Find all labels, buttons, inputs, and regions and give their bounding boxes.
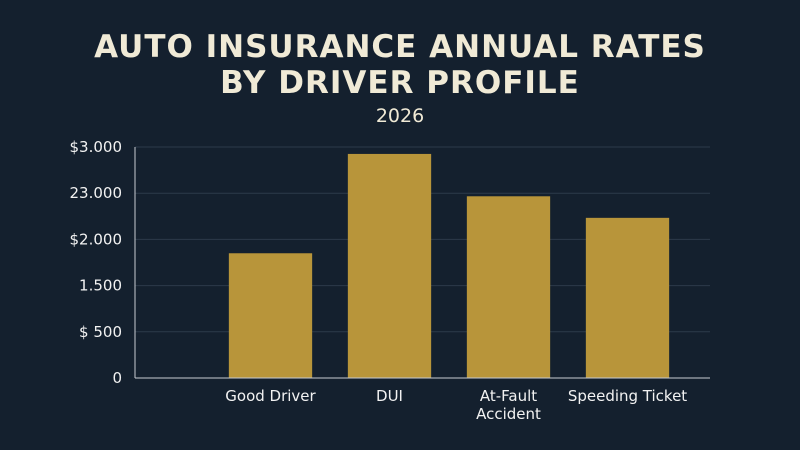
bar [466, 196, 551, 378]
chart-subtitle: 2026 [376, 105, 424, 127]
y-tick-label: 0 [112, 369, 122, 387]
x-tick-label: At-Fault Accident [476, 387, 541, 423]
x-tick-label: Speeding Ticket [568, 387, 687, 405]
bar [347, 153, 432, 378]
y-tick-label: $3.000 [70, 138, 123, 156]
x-tick-label: DUI [376, 387, 403, 405]
chart-title: AUTO INSURANCE ANNUAL RATES BY DRIVER PRO… [94, 29, 706, 101]
x-tick-label: Good Driver [225, 387, 316, 405]
bar [228, 253, 313, 378]
y-tick-label: $2.000 [70, 230, 123, 248]
bar [585, 217, 670, 378]
y-tick-label: 23.000 [70, 184, 123, 202]
y-tick-label: 1.500 [79, 276, 122, 294]
y-tick-label: $ 500 [79, 322, 122, 340]
